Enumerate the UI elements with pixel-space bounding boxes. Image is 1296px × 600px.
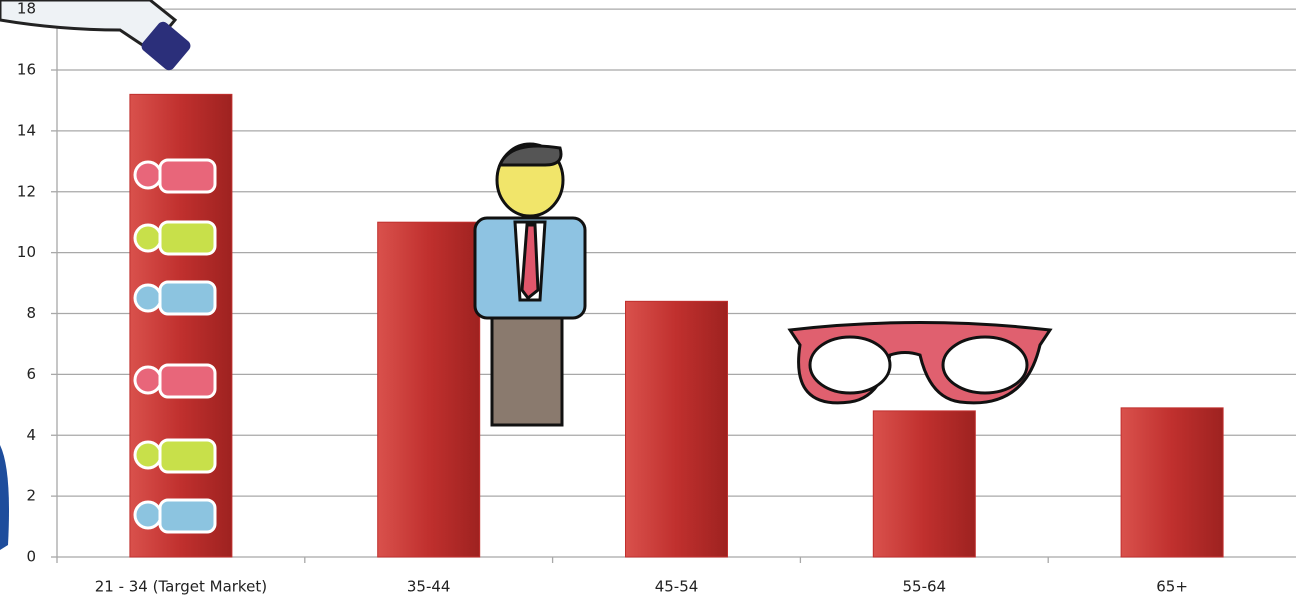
y-tick-label: 6	[26, 365, 36, 383]
glasses-illustration	[787, 321, 1053, 405]
decorations	[0, 0, 1053, 550]
y-tick-label: 8	[26, 304, 36, 322]
man-illustration	[473, 142, 587, 427]
x-tick-label: 65+	[1156, 578, 1188, 596]
y-tick-label: 16	[17, 61, 36, 79]
y-tick-label: 12	[17, 182, 36, 200]
y-tick-label: 14	[17, 121, 36, 139]
bar	[872, 410, 976, 558]
y-tick-label: 18	[17, 0, 36, 18]
bar	[625, 300, 728, 558]
bars	[129, 93, 1224, 558]
bar	[377, 221, 481, 558]
left-shape	[0, 445, 9, 550]
y-tick-label: 10	[17, 243, 36, 261]
x-tick-label: 35-44	[407, 578, 451, 596]
x-tick-label: 21 - 34 (Target Market)	[95, 578, 267, 596]
y-tick-label: 4	[26, 426, 36, 444]
y-tick-label: 0	[26, 548, 36, 566]
bottle-cap	[141, 21, 191, 71]
people-icons	[133, 158, 217, 534]
y-tick-label: 2	[26, 487, 36, 505]
x-tick-label: 55-64	[903, 578, 947, 596]
bar	[1120, 407, 1224, 558]
x-tick-label: 45-54	[655, 578, 699, 596]
